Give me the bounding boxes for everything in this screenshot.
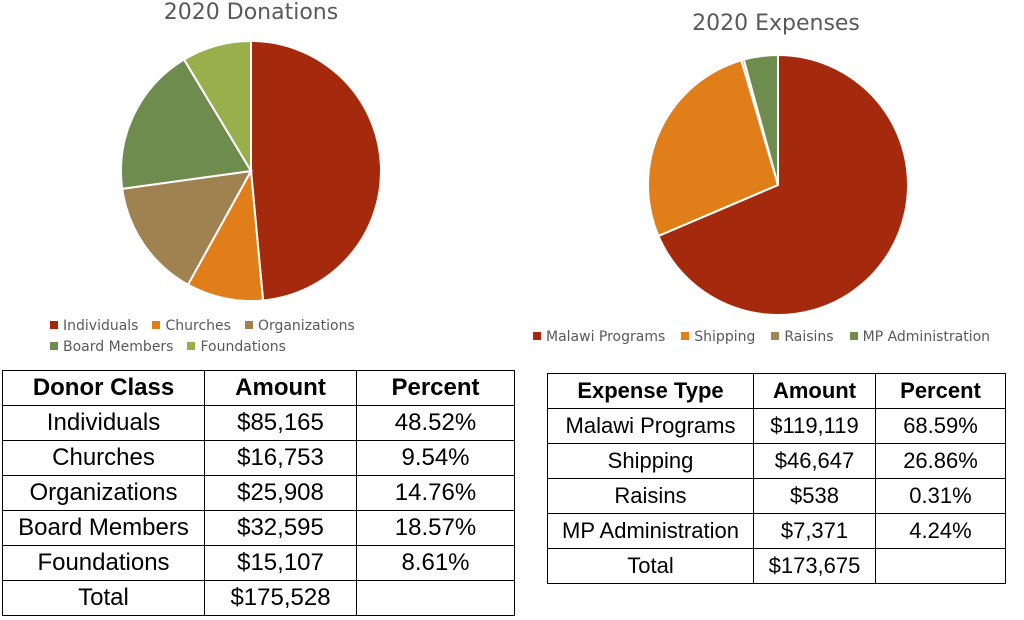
cell-amount: $173,675 [753, 548, 876, 584]
cell-percent: 8.61% [356, 545, 515, 581]
legend-label: Shipping [694, 329, 756, 345]
cell-percent: 68.59% [875, 408, 1006, 444]
legend-label: Malawi Programs [546, 329, 666, 345]
cell-amount: $175,528 [204, 580, 357, 616]
cell-label: Total [547, 548, 754, 584]
cell-label: Raisins [547, 478, 754, 514]
cell-percent: 18.57% [356, 510, 515, 546]
table-row: Churches $16,753 9.54% [2, 440, 515, 476]
legend-label: Raisins [784, 329, 834, 345]
expenses-legend-item-raisins: Raisins [771, 327, 834, 348]
cell-amount: $16,753 [204, 440, 357, 476]
cell-amount: $46,647 [753, 443, 876, 479]
legend-swatch [152, 321, 161, 329]
donations-slice-individuals [250, 39, 382, 302]
donations-legend-item-churches: Churches [152, 316, 231, 337]
table-row: Raisins $538 0.31% [547, 478, 1006, 514]
expenses-legend: Malawi Programs Shipping Raisins MP Adminis… [533, 327, 1024, 348]
cell-amount: $538 [753, 478, 876, 514]
cell-amount: $119,119 [753, 408, 876, 444]
cell-percent: 26.86% [875, 443, 1006, 479]
donations-slice-board-members [120, 58, 253, 190]
table-header-row: Expense Type Amount Percent [547, 373, 1006, 409]
legend-label: MP Administration [862, 329, 991, 345]
donations-legend-item-board-members: Board Members [50, 337, 173, 358]
expenses-slice-shipping [647, 59, 780, 238]
column-header-amount: Amount [753, 373, 876, 409]
cell-label: Organizations [2, 475, 205, 511]
cell-amount: $32,595 [204, 510, 357, 546]
cell-label: Foundations [2, 545, 205, 581]
legend-swatch [244, 321, 253, 329]
expenses-slice-mp-administration [742, 53, 779, 186]
cell-percent: 9.54% [356, 440, 515, 476]
legend-label: Board Members [63, 339, 174, 355]
donations-slice-foundations [182, 39, 252, 175]
cell-label: Malawi Programs [547, 408, 754, 444]
column-header-percent: Percent [875, 373, 1006, 409]
legend-label: Organizations [257, 318, 355, 334]
legend-swatch [681, 332, 690, 340]
cell-label: Board Members [2, 510, 205, 546]
expenses-chart-title: 2020 Expenses [692, 11, 860, 36]
cell-label: Total [2, 580, 205, 616]
table-row: Board Members $32,595 18.57% [2, 510, 515, 546]
legend-swatch [50, 342, 58, 350]
cell-label: MP Administration [547, 513, 754, 549]
donations-pie-chart [120, 39, 382, 302]
cell-percent: 0.31% [875, 478, 1006, 514]
legend-label: Churches [165, 318, 231, 334]
cell-label: Shipping [547, 443, 754, 479]
table-row: Shipping $46,647 26.86% [547, 443, 1006, 479]
table-row: MP Administration $7,371 4.24% [547, 513, 1006, 549]
cell-percent: 14.76% [356, 475, 515, 511]
cell-amount: $25,908 [204, 475, 357, 511]
column-header-expense-type: Expense Type [547, 373, 754, 409]
cell-amount: $7,371 [753, 513, 876, 549]
donations-slice-organizations [121, 169, 253, 287]
column-header-donor-class: Donor Class [2, 370, 205, 406]
cell-percent: 48.52% [356, 405, 515, 441]
expenses-legend-item-malawi-programs: Malawi Programs [533, 327, 665, 348]
cell-percent [356, 580, 515, 616]
legend-swatch [187, 342, 196, 350]
donations-slice-churches [186, 167, 265, 302]
expenses-slice-malawi-programs [657, 53, 909, 316]
expenses-pie-chart [647, 53, 909, 316]
table-row: Organizations $25,908 14.76% [2, 475, 515, 511]
donor-class-table: Donor Class Amount Percent Individuals $8… [2, 370, 515, 616]
table-row: Total $173,675 [547, 548, 1006, 584]
table-row: Individuals $85,165 48.52% [2, 405, 515, 441]
donations-chart-title: 2020 Donations [163, 0, 339, 25]
legend-label: Individuals [63, 318, 139, 334]
cell-percent [875, 548, 1006, 584]
expense-type-table: Expense Type Amount Percent Malawi Progr… [547, 373, 1006, 584]
expenses-legend-item-mp-administration: MP Administration [849, 327, 991, 348]
cell-label: Individuals [2, 405, 205, 441]
table-header-row: Donor Class Amount Percent [2, 370, 515, 406]
legend-swatch [771, 332, 780, 340]
legend-label: Foundations [200, 339, 286, 355]
donations-legend-item-individuals: Individuals [50, 316, 138, 337]
table-row: Malawi Programs $119,119 68.59% [547, 408, 1006, 444]
cell-amount: $85,165 [204, 405, 357, 441]
column-header-percent: Percent [356, 370, 515, 406]
cell-label: Churches [2, 440, 205, 476]
cell-amount: $15,107 [204, 545, 357, 581]
expenses-legend-item-shipping: Shipping [681, 327, 755, 348]
donations-legend-item-organizations: Organizations [244, 316, 355, 337]
table-row: Total $175,528 [2, 580, 515, 616]
donations-legend-item-foundations: Foundations [187, 337, 286, 358]
donations-legend: Individuals Churches Organizations Board Me… [50, 316, 470, 358]
column-header-amount: Amount [204, 370, 357, 406]
legend-swatch [533, 332, 541, 340]
legend-swatch [50, 321, 58, 329]
legend-swatch [849, 332, 858, 340]
table-row: Foundations $15,107 8.61% [2, 545, 515, 581]
cell-percent: 4.24% [875, 513, 1006, 549]
